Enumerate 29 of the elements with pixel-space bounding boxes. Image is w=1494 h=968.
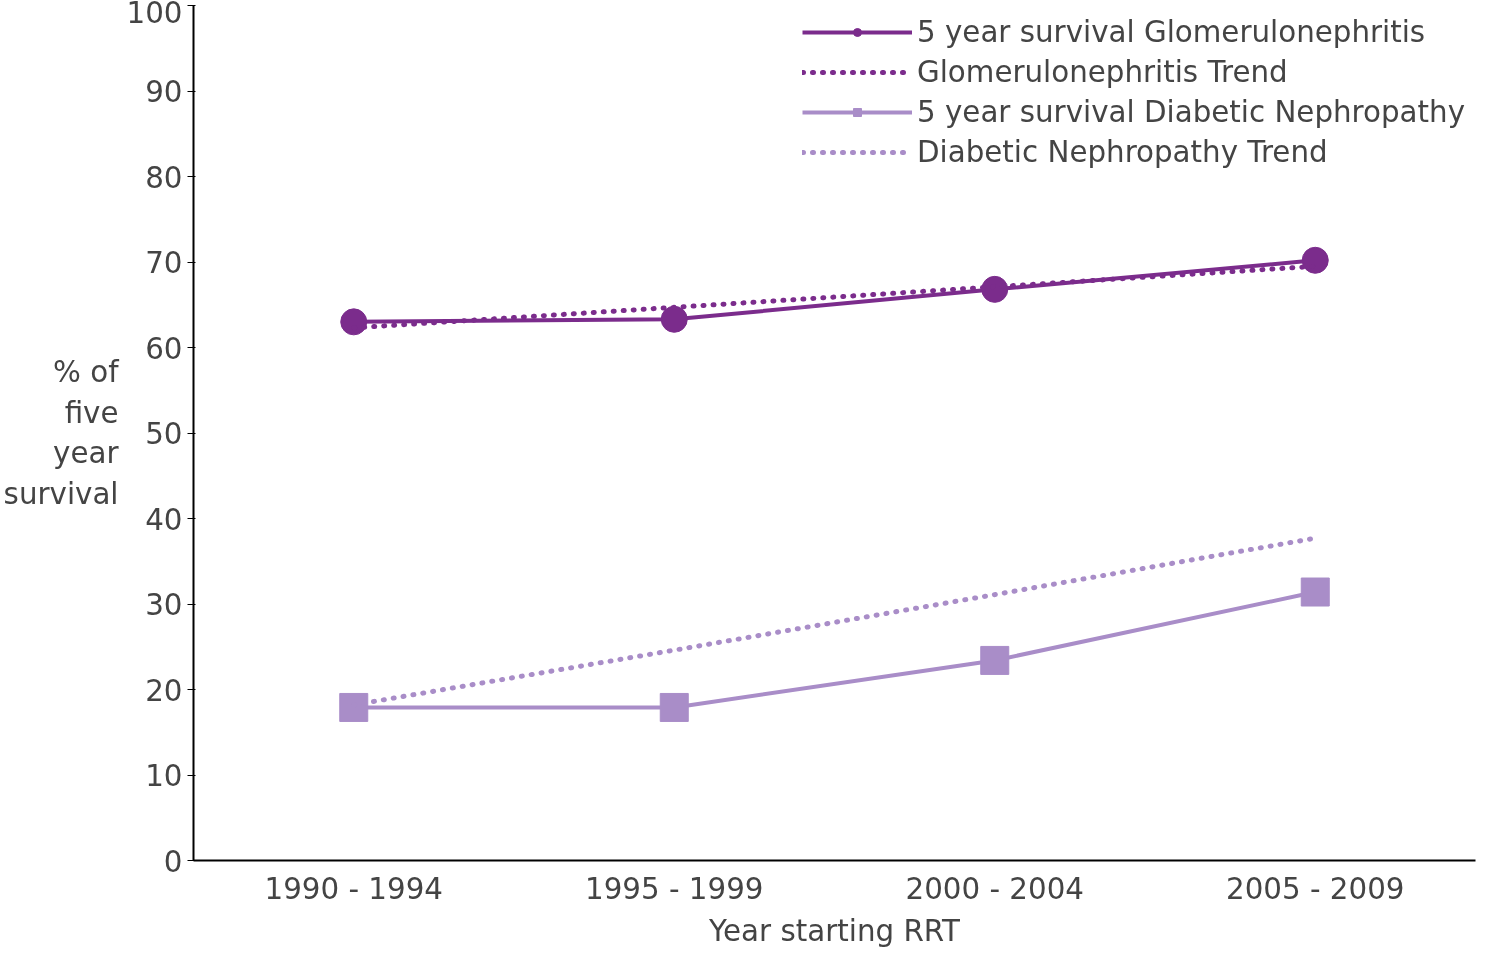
x-tick-label: 1990 - 1994 [264,871,444,906]
y-tick-label: 0 [163,844,183,879]
legend-label: 5 year survival Diabetic Nephropathy [917,95,1465,129]
point [660,305,688,333]
x-tick-label: 2000 - 2004 [905,871,1085,906]
y-axis-title: % of five year survival [3,354,120,512]
y-tick-label: 50 [145,417,183,451]
point [1300,577,1330,607]
y-tick-label: 100 [126,0,183,30]
x-tick-label: 1995 - 1999 [585,871,764,906]
y-tick-label: 40 [145,502,183,537]
y-tick-label: 30 [145,588,183,622]
point [659,692,689,722]
y-tick-label: 70 [145,246,183,280]
point [339,692,369,722]
point [1301,246,1329,274]
y-tick-label: 60 [145,331,183,366]
legend-label: 5 year survival Glomerulonephritis [917,15,1426,49]
y-tick-label: 80 [145,160,183,195]
legend-label: Glomerulonephritis Trend [917,55,1288,89]
x-axis-title: Year starting RRT [708,913,961,948]
y-tick-label: 10 [145,759,183,793]
point [981,275,1009,303]
legend-label: Diabetic Nephropathy Trend [917,135,1328,169]
y-tick-label: 90 [145,75,183,109]
y-tick-label: 20 [145,673,183,708]
point [340,308,368,336]
point [980,645,1010,675]
x-tick-label: 2005 - 2009 [1226,871,1405,906]
